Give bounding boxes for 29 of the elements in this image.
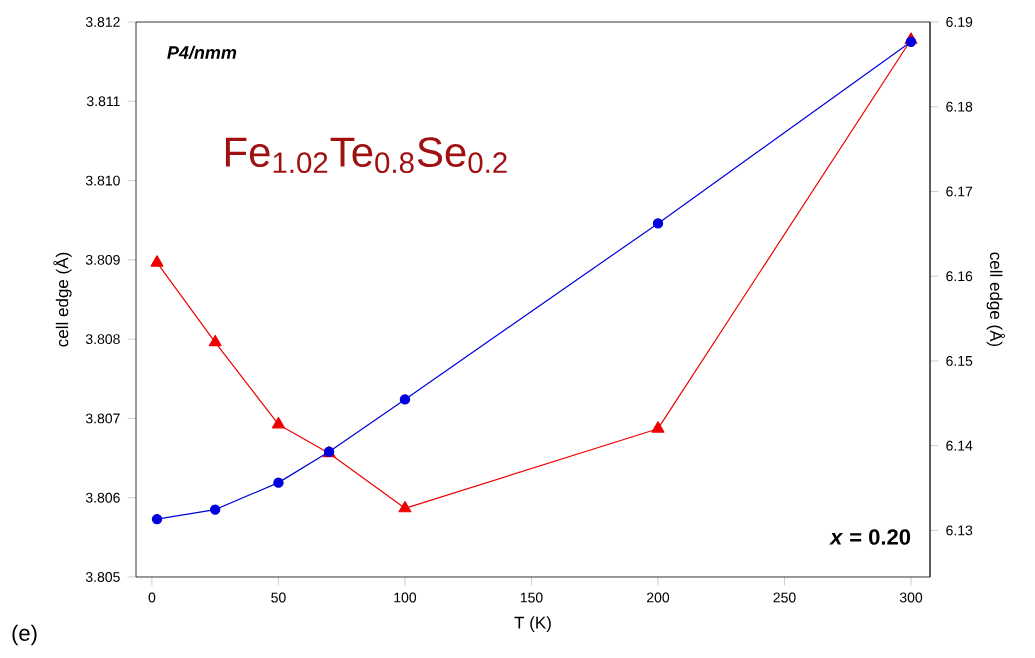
x-tick-label: 300 xyxy=(899,592,923,603)
y-tick-label: 3.810 xyxy=(85,175,120,186)
text: Fe$_{1.02}$Te$_{0.8}$Se$_{0.2}$ xyxy=(225,137,507,174)
y2-tick-label: 6.18 xyxy=(946,101,973,112)
x-tick-label: 0 xyxy=(148,592,156,603)
annotation: x = 0.20 xyxy=(829,529,911,545)
x-tick-label: 50 xyxy=(271,592,286,603)
text: (e) xyxy=(12,624,37,646)
x-tick-label: 200 xyxy=(647,592,670,603)
y-tick-label: 3.808 xyxy=(85,334,120,345)
y2-tick-label: 6.14 xyxy=(946,440,973,451)
x-tick-label: 150 xyxy=(520,592,543,603)
y-tick-label: 3.811 xyxy=(86,96,120,107)
y2-tick-label: 6.17 xyxy=(946,186,973,197)
y-tick-label: 3.809 xyxy=(85,254,120,265)
y2-tick-label: 6.19 xyxy=(946,17,973,27)
y2-axis-title: cell edge (Å) xyxy=(986,252,1005,347)
y-tick-label: 3.805 xyxy=(85,572,120,582)
y2-tick-label: 6.13 xyxy=(946,525,973,536)
x-axis-title: T (K) xyxy=(514,616,551,633)
y-tick-label: 3.812 xyxy=(85,17,120,27)
y2-tick-label: 6.15 xyxy=(946,355,973,366)
y-tick-label: 3.807 xyxy=(85,413,120,424)
x-tick-label: 100 xyxy=(394,592,417,603)
y2-tick-label: 6.16 xyxy=(946,271,973,282)
y-axis-title: cell edge (Å) xyxy=(53,252,72,347)
annotation: P4/nmm xyxy=(167,45,237,60)
x-tick-label: 250 xyxy=(773,592,796,603)
y-tick-label: 3.806 xyxy=(85,492,120,503)
